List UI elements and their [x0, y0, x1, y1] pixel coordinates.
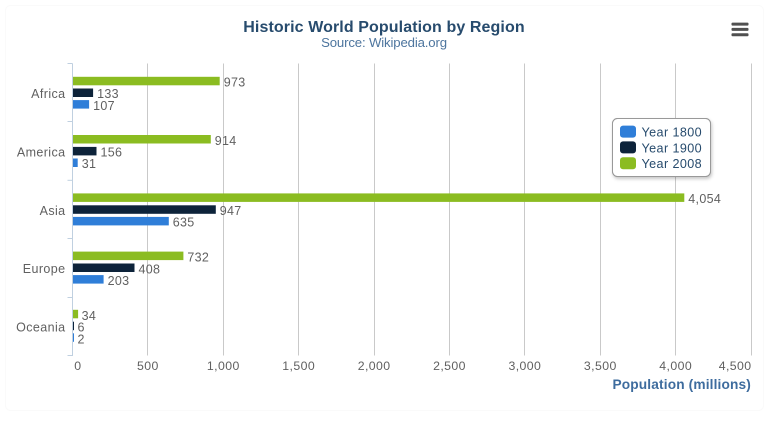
svg-text:133: 133	[97, 87, 119, 101]
svg-text:Year 1900: Year 1900	[642, 141, 703, 155]
svg-text:732: 732	[187, 251, 209, 265]
svg-text:3,000: 3,000	[509, 359, 542, 373]
svg-text:34: 34	[82, 309, 97, 323]
svg-text:Population (millions): Population (millions)	[613, 377, 752, 392]
svg-text:500: 500	[137, 359, 159, 373]
svg-text:2: 2	[78, 332, 85, 346]
svg-text:2,500: 2,500	[433, 359, 466, 373]
svg-text:203: 203	[108, 274, 130, 288]
svg-text:947: 947	[220, 204, 242, 218]
svg-text:107: 107	[93, 99, 115, 113]
svg-text:Oceania: Oceania	[16, 321, 65, 335]
svg-text:Source: Wikipedia.org: Source: Wikipedia.org	[321, 35, 447, 50]
svg-text:4,500: 4,500	[719, 359, 752, 373]
svg-text:1,500: 1,500	[282, 359, 315, 373]
svg-text:1,000: 1,000	[207, 359, 240, 373]
svg-text:635: 635	[173, 216, 195, 230]
svg-text:0: 0	[74, 359, 81, 373]
svg-text:America: America	[17, 145, 66, 159]
svg-text:6: 6	[78, 321, 85, 335]
svg-text:31: 31	[82, 157, 97, 171]
svg-text:408: 408	[139, 262, 161, 276]
svg-text:Europe: Europe	[23, 262, 66, 276]
svg-text:Asia: Asia	[40, 204, 66, 218]
svg-text:2,000: 2,000	[358, 359, 391, 373]
svg-text:3,500: 3,500	[584, 359, 617, 373]
svg-text:Historic World Population by R: Historic World Population by Region	[243, 19, 524, 36]
svg-text:914: 914	[215, 134, 237, 148]
svg-text:Africa: Africa	[31, 87, 65, 101]
svg-text:4,054: 4,054	[688, 192, 721, 206]
svg-text:973: 973	[224, 75, 246, 89]
svg-text:4,000: 4,000	[659, 359, 692, 373]
svg-text:Year 2008: Year 2008	[642, 157, 703, 171]
svg-text:156: 156	[101, 146, 123, 160]
svg-text:Year 1800: Year 1800	[642, 126, 703, 140]
